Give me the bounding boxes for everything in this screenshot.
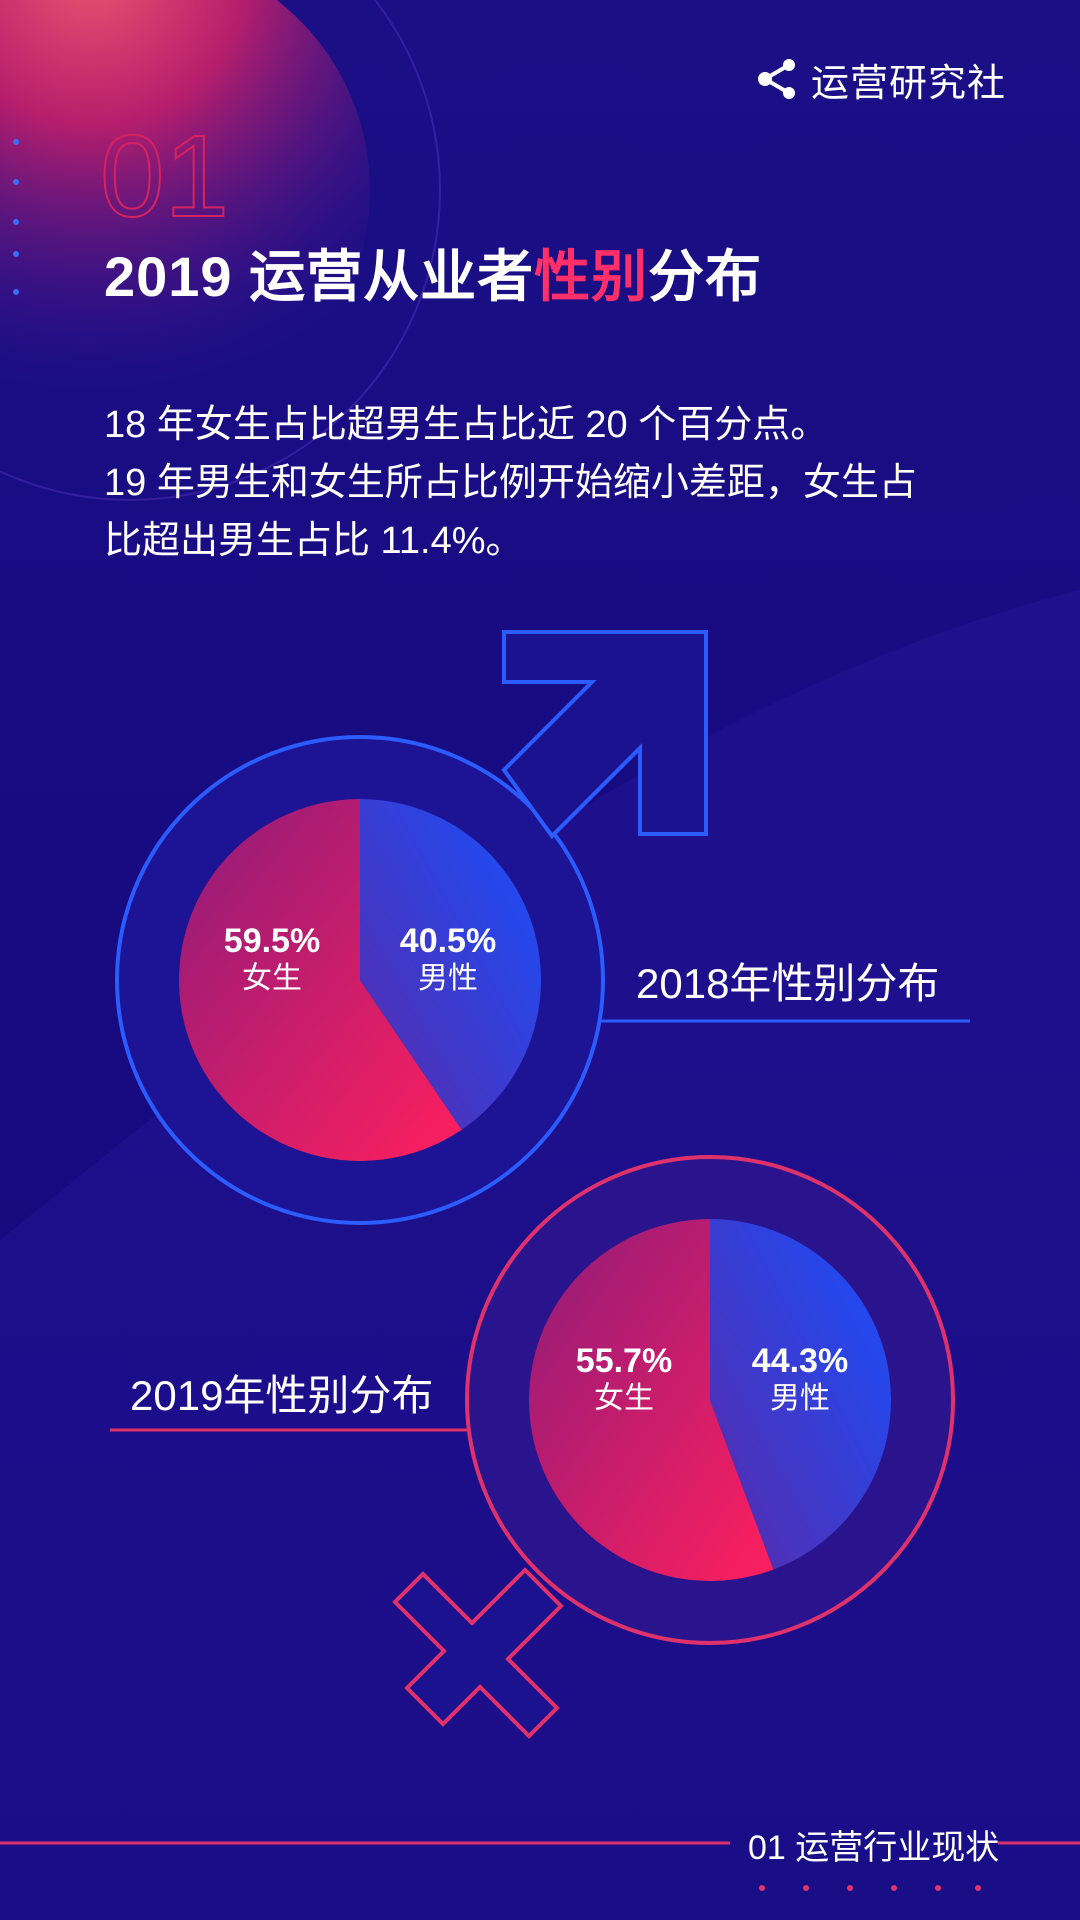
footer-dots xyxy=(759,1885,981,1891)
slice-percent-male: 40.5% xyxy=(400,922,496,960)
top-left-ring xyxy=(0,0,441,501)
slice-percent-female: 59.5% xyxy=(224,922,320,960)
brand-logo: 运营研究社 xyxy=(755,54,1007,105)
title-highlight: 性别 xyxy=(534,245,649,308)
pie-chart-2018: 59.5%女生 40.5%男性 xyxy=(178,799,541,1161)
share-icon xyxy=(758,59,795,99)
pie-slice-female xyxy=(178,799,462,1161)
chart-2019-title: 2019年性别分布 xyxy=(130,1372,433,1419)
slice-category-male: 男性 xyxy=(770,1382,830,1415)
footer-section-label: 01 运营行业现状 xyxy=(748,1829,1000,1867)
slice-category-female: 女生 xyxy=(242,962,302,995)
slice-category-female: 女生 xyxy=(594,1382,654,1415)
description: 18 年女生占比超男生占比近 20 个百分点。 19 年男生和女生所占比例开始缩… xyxy=(104,396,917,570)
title-after: 分布 xyxy=(648,245,763,308)
slice-percent-female: 55.7% xyxy=(576,1342,672,1380)
title-before: 2019 运营从业者 xyxy=(104,245,535,308)
pie-slice-male xyxy=(360,799,541,1130)
female-symbol-cross xyxy=(392,1567,564,1739)
description-line: 19 年男生和女生所占比例开始缩小差距，女生占 xyxy=(104,462,917,504)
top-left-orb xyxy=(0,0,370,430)
slice-category-male: 男性 xyxy=(418,962,478,995)
slice-percent-male: 44.3% xyxy=(752,1342,848,1380)
side-dots xyxy=(13,139,19,295)
brand-name: 运营研究社 xyxy=(811,62,1007,105)
page-title: 2019 运营从业者性别分布 xyxy=(104,232,762,313)
pie-slice-male xyxy=(710,1219,892,1570)
description-line: 18 年女生占比超男生占比近 20 个百分点。 xyxy=(104,404,829,446)
pie-slice-female xyxy=(529,1219,774,1581)
chart-2018-title: 2018年性别分布 xyxy=(636,960,939,1007)
section-number: 01 xyxy=(99,111,230,241)
pie-chart-2019: 55.7%女生 44.3%男性 xyxy=(529,1219,892,1581)
description-line: 比超出男生占比 11.4%。 xyxy=(104,520,524,562)
male-symbol-arrow xyxy=(501,630,708,840)
